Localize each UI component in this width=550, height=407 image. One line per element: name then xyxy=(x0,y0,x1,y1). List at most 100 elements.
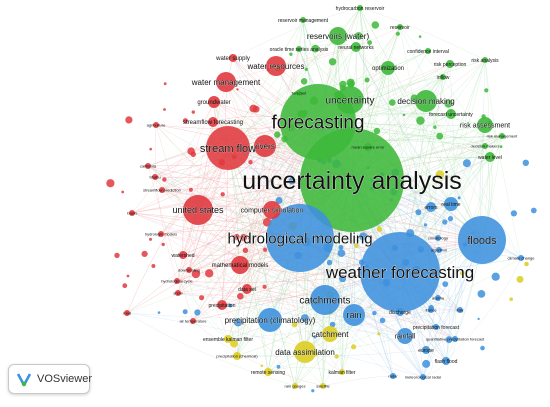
node-catchment-bubble[interactable] xyxy=(322,326,338,342)
link xyxy=(227,309,461,340)
node-mathematical-models-bubble[interactable] xyxy=(231,256,249,274)
node-real-time-label: real time xyxy=(441,202,460,208)
node-confidence-interval-bubble[interactable] xyxy=(425,48,431,54)
node-europe-bubble[interactable] xyxy=(422,346,430,354)
minor-node xyxy=(162,177,167,182)
node-uncertainty-bubble[interactable] xyxy=(336,86,364,114)
node-kalman-filter-bubble[interactable] xyxy=(339,369,345,375)
node-precipitation-chemical--bubble[interactable] xyxy=(233,352,241,360)
node-europe-label: europe xyxy=(418,348,434,354)
node-forecast-bubble[interactable] xyxy=(296,90,302,96)
link xyxy=(236,145,266,357)
node-rain-gauges-bubble[interactable] xyxy=(292,383,298,389)
node-mean-square-error-bubble[interactable] xyxy=(364,143,372,151)
node-risk-analysis-bubble[interactable] xyxy=(482,57,488,63)
node-inflow-bubble[interactable] xyxy=(440,74,446,80)
minor-node xyxy=(328,58,337,66)
node-optimization-bubble[interactable] xyxy=(381,61,395,75)
node-downscaling-bubble[interactable] xyxy=(186,267,192,273)
node-reservoirs-water--bubble[interactable] xyxy=(329,27,347,45)
node-air-temperature-bubble[interactable] xyxy=(190,318,196,324)
node-italy-bubble[interactable] xyxy=(457,307,463,313)
node-decision-makers-bubble[interactable] xyxy=(482,143,488,149)
node-basin-bubble[interactable] xyxy=(129,210,135,216)
node-floods-bubble[interactable] xyxy=(458,216,506,264)
node-data-set-bubble[interactable] xyxy=(242,284,252,294)
node-united-states-bubble[interactable] xyxy=(183,195,213,225)
link xyxy=(422,135,503,378)
node-hydrological-cycle-bubble[interactable] xyxy=(174,278,180,284)
vosviewer-badge[interactable]: VOSviewer xyxy=(8,364,92,394)
minor-node xyxy=(372,310,377,316)
node-meteorological-radar-bubble[interactable] xyxy=(420,374,426,380)
node-forecast-uncertainty-bubble[interactable] xyxy=(446,109,456,119)
node-precipitation-bubble[interactable] xyxy=(217,300,227,310)
node-reservoir-management-bubble[interactable] xyxy=(300,17,306,23)
node-data-assimilation-bubble[interactable] xyxy=(294,341,316,363)
node-water-resources-bubble[interactable] xyxy=(266,56,286,76)
minor-node xyxy=(125,116,133,124)
node-discharge-bubble[interactable] xyxy=(396,308,404,316)
node-flash-flood-bubble[interactable] xyxy=(442,357,450,365)
node-risk-perception-bubble[interactable] xyxy=(446,60,454,68)
node-bhabu-bubble[interactable] xyxy=(152,174,158,180)
node-risk-management-bubble[interactable] xyxy=(499,133,505,139)
node-ensemble-kalman-filter-bubble[interactable] xyxy=(224,335,232,343)
node-reservoir-bubble[interactable] xyxy=(397,24,403,30)
link xyxy=(437,124,486,239)
node-catchment-label: catchment xyxy=(312,330,350,339)
node-agriculture-bubble[interactable] xyxy=(153,122,159,128)
node-remote-sensing-bubble[interactable] xyxy=(264,368,272,376)
node-austria-bubble[interactable] xyxy=(435,295,441,301)
link xyxy=(246,288,331,335)
node-errors-bubble[interactable] xyxy=(426,202,436,212)
node-water-supply-bubble[interactable] xyxy=(229,54,237,62)
node-rivers-bubble[interactable] xyxy=(254,135,276,157)
link xyxy=(236,35,339,357)
minor-node xyxy=(339,275,347,283)
node-california-bubble[interactable] xyxy=(145,163,151,169)
node-watershed-bubble[interactable] xyxy=(179,251,187,259)
minor-node xyxy=(106,179,115,188)
node-road-bubble[interactable] xyxy=(124,310,130,316)
node-weather-forecasting-bubble[interactable] xyxy=(360,232,440,312)
node-precipitation-climatology--bubble[interactable] xyxy=(258,308,282,332)
node-stream-flow-bubble[interactable] xyxy=(206,126,250,170)
node-oracle-time-series-analysis-bubble[interactable] xyxy=(296,46,302,52)
link xyxy=(232,57,273,211)
node-hydrologic-models-bubble[interactable] xyxy=(158,231,164,237)
node-streamflow-prediction-bubble[interactable] xyxy=(159,187,165,193)
node-rainfall-bubble[interactable] xyxy=(397,328,413,344)
minor-node xyxy=(274,131,281,138)
node-hydrological-modeling-bubble[interactable] xyxy=(266,204,334,272)
node-catchments-bubble[interactable] xyxy=(310,285,340,315)
node-water-management-bubble[interactable] xyxy=(216,72,236,92)
node-precipitation-forecast-bubble[interactable] xyxy=(433,324,439,330)
node-water-level-bubble[interactable] xyxy=(485,152,495,162)
node-climate-change-bubble[interactable] xyxy=(518,255,524,261)
node-france-bubble[interactable] xyxy=(428,307,434,313)
node-snow-bubble[interactable] xyxy=(175,290,181,296)
node-decision-making-bubble[interactable] xyxy=(415,90,437,112)
node-real-time-bubble[interactable] xyxy=(444,197,458,211)
link xyxy=(188,145,266,271)
node-precipitation-forecast-label: precipitation forecast xyxy=(413,325,460,331)
node-streamflow-forecasting-bubble[interactable] xyxy=(208,117,218,127)
node-rain-bubble[interactable] xyxy=(343,304,365,326)
node-algorithm-bubble[interactable] xyxy=(436,247,442,253)
link xyxy=(484,59,522,259)
node-groundwater-bubble[interactable] xyxy=(208,96,220,108)
node-quantitative-precipitation-forecast-bubble[interactable] xyxy=(452,336,458,342)
node-computer-simulation-bubble[interactable] xyxy=(263,201,281,219)
node-neural-networks-bubble[interactable] xyxy=(351,42,361,52)
node-climatology-bubble[interactable] xyxy=(435,235,441,241)
link xyxy=(155,124,331,335)
node-groundwater-label: groundwater xyxy=(197,100,230,106)
node-radar-bubble[interactable] xyxy=(390,373,396,379)
node-hydrocarbon-reservoir-bubble[interactable] xyxy=(357,5,363,11)
node-satellite-bubble[interactable] xyxy=(320,383,326,389)
node-risk-assessment-bubble[interactable] xyxy=(477,117,493,133)
minor-node xyxy=(364,77,370,83)
node-oracle-time-series-analysis-label: oracle time series analysis xyxy=(270,47,329,53)
